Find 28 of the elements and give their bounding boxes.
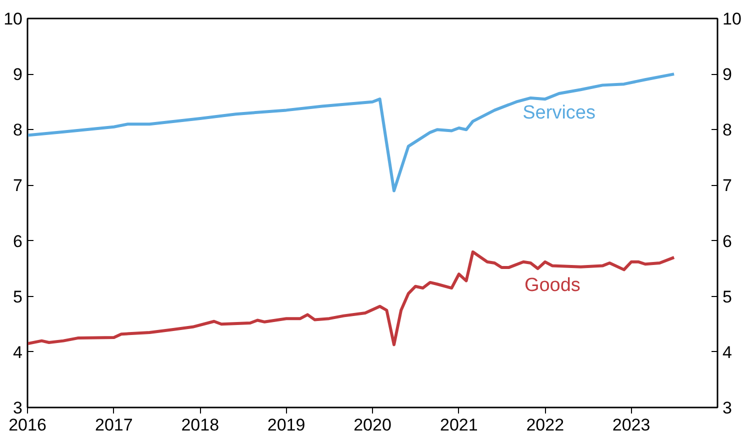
x-tick-label: 2016 <box>8 416 46 433</box>
y2-tick-label: 3 <box>722 398 732 418</box>
y2-tick-label: 6 <box>722 232 732 251</box>
y-tick-label: 3 <box>13 398 23 418</box>
y2-tick-label: 10 <box>722 10 742 28</box>
y-tick-label: 10 <box>4 10 23 28</box>
y-tick-label: 4 <box>13 342 23 362</box>
y-tick-label: 5 <box>13 287 23 306</box>
y-tick-label: 7 <box>13 176 23 196</box>
y2-tick-label: 4 <box>722 342 732 362</box>
y-tick-label: 9 <box>13 65 23 84</box>
series-label: Services <box>522 102 596 124</box>
line-series <box>28 250 676 346</box>
x-tick-label: 2020 <box>354 416 392 433</box>
y-tick-label: 6 <box>13 232 23 251</box>
x-tick-label: 2019 <box>267 416 306 433</box>
line-series <box>28 72 676 192</box>
y2-tick-label: 8 <box>722 120 732 140</box>
x-tick-label: 2023 <box>612 416 650 433</box>
y2-tick-label: 7 <box>722 176 732 196</box>
y2-tick-label: 5 <box>722 287 732 306</box>
x-tick-label: 2017 <box>95 416 133 433</box>
x-tick-label: 2018 <box>181 416 220 433</box>
series-label: Goods <box>524 274 580 296</box>
x-tick-label: 2021 <box>440 416 478 433</box>
x-tick-label: 2022 <box>526 416 564 433</box>
y2-tick-label: 9 <box>722 65 732 84</box>
y-tick-label: 8 <box>13 120 23 140</box>
